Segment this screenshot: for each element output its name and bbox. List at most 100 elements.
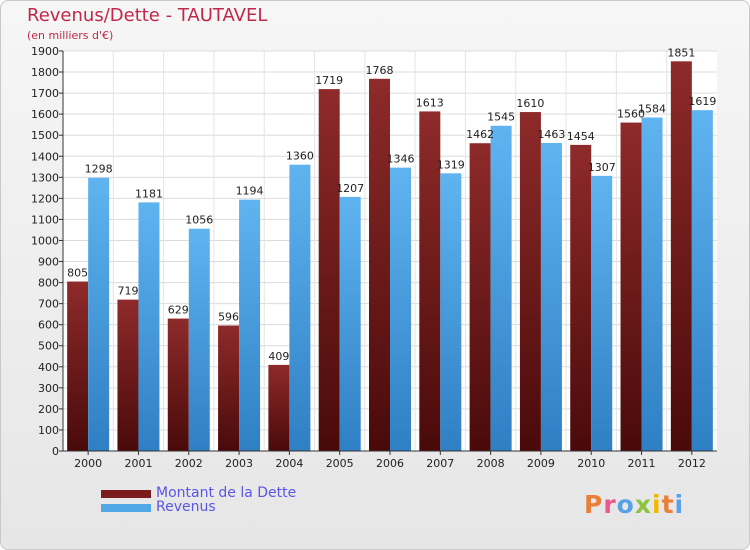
y-tick-label: 900	[38, 256, 59, 269]
value-label: 719	[117, 285, 138, 298]
bar-revenus	[239, 199, 261, 451]
y-tick-label: 1200	[31, 192, 59, 205]
bar-revenus	[390, 167, 411, 451]
logo-letter: i	[652, 490, 662, 519]
x-tick-label: 2012	[678, 457, 706, 470]
bar-dette	[268, 364, 290, 451]
value-label: 1056	[185, 214, 213, 227]
logo-letter: x	[634, 490, 652, 519]
bar-revenus	[440, 173, 462, 451]
y-tick-label: 300	[38, 382, 59, 395]
y-tick-label: 1100	[31, 213, 59, 226]
bar-revenus	[490, 125, 512, 451]
bar-dette	[519, 112, 541, 451]
value-label: 1619	[688, 95, 716, 108]
x-tick-label: 2001	[124, 457, 152, 470]
bar-revenus	[88, 177, 110, 451]
x-tick-label: 2005	[326, 457, 354, 470]
y-tick-label: 800	[38, 277, 59, 290]
chart-title: Revenus/Dette - TAUTAVEL	[27, 5, 268, 26]
x-tick-label: 2000	[74, 457, 102, 470]
bar-revenus	[691, 110, 713, 451]
y-tick-label: 400	[38, 361, 59, 374]
value-label: 596	[218, 311, 239, 324]
bar-dette	[419, 111, 441, 451]
y-tick-label: 1300	[31, 171, 59, 184]
chart-subtitle: (en milliers d'€)	[27, 29, 114, 42]
legend-swatch-dette	[101, 490, 151, 498]
value-label: 1462	[466, 128, 494, 141]
bar-revenus	[591, 175, 613, 451]
x-tick-label: 2008	[477, 457, 505, 470]
y-tick-label: 500	[38, 340, 59, 353]
y-tick-label: 1400	[31, 150, 59, 163]
value-label: 1454	[567, 130, 595, 143]
value-label: 1610	[516, 97, 544, 110]
x-tick-label: 2007	[426, 457, 454, 470]
value-label: 1319	[437, 158, 465, 171]
y-tick-label: 1900	[31, 45, 59, 58]
value-label: 1613	[416, 96, 444, 109]
bar-dette	[670, 61, 692, 451]
value-label: 1768	[366, 64, 394, 77]
proxiti-logo: Proxiti	[584, 490, 684, 519]
legend-swatch-revenus	[101, 504, 151, 512]
legend-label-dette: Montant de la Dette	[156, 485, 297, 501]
bar-dette	[318, 89, 340, 452]
value-label: 1463	[537, 128, 565, 141]
bar-dette	[167, 318, 189, 451]
y-tick-label: 1600	[31, 108, 59, 121]
bar-dette	[469, 143, 491, 452]
bar-revenus	[641, 117, 663, 452]
bar-revenus	[339, 196, 361, 451]
x-tick-label: 2010	[577, 457, 605, 470]
y-tick-label: 100	[38, 424, 59, 437]
bar-revenus	[540, 143, 562, 451]
value-label: 1181	[135, 187, 163, 200]
x-tick-label: 2004	[275, 457, 303, 470]
bar-revenus	[188, 228, 210, 451]
value-label: 1298	[85, 163, 113, 176]
y-tick-label: 600	[38, 319, 59, 332]
y-tick-label: 1800	[31, 66, 59, 79]
value-label: 1851	[667, 46, 695, 59]
bar-dette	[67, 281, 89, 451]
y-tick-label: 200	[38, 403, 59, 416]
value-label: 1207	[336, 182, 364, 195]
logo-letter: t	[661, 490, 675, 519]
value-label: 805	[67, 267, 88, 280]
logo-letter: P	[584, 490, 604, 519]
value-label: 1560	[617, 108, 645, 121]
bar-dette	[369, 78, 390, 451]
x-tick-label: 2003	[225, 457, 253, 470]
value-label: 1307	[588, 161, 616, 174]
value-label: 1360	[286, 150, 314, 163]
y-tick-label: 700	[38, 298, 59, 311]
y-tick-label: 1700	[31, 87, 59, 100]
y-tick-label: 1500	[31, 129, 59, 142]
bar-dette	[117, 299, 139, 451]
logo-letter: i	[674, 490, 685, 519]
bar-revenus	[289, 164, 311, 451]
value-label: 409	[268, 350, 289, 363]
axes: 0 100 200 300 400 500 600 700 800 900 1000 1100 1200…	[31, 45, 717, 470]
bar-dette	[218, 325, 240, 451]
bar-revenus	[138, 202, 160, 451]
x-tick-label: 2009	[527, 457, 555, 470]
value-label: 629	[168, 304, 189, 317]
bar-dette	[570, 144, 592, 452]
x-tick-label: 2006	[376, 457, 404, 470]
bar-dette	[620, 122, 642, 451]
value-labels: 805 1298 719 1181 629 1056 596 1194 409 1360 1719 1…	[67, 46, 716, 363]
x-tick-label: 2002	[175, 457, 203, 470]
value-label: 1719	[315, 74, 343, 87]
value-label: 1346	[387, 153, 415, 166]
y-tick-label: 0	[52, 445, 59, 458]
bars	[67, 61, 713, 452]
value-label: 1545	[487, 111, 515, 124]
logo-letter: o	[616, 490, 635, 519]
value-label: 1194	[236, 185, 264, 198]
x-tick-label: 2011	[628, 457, 656, 470]
